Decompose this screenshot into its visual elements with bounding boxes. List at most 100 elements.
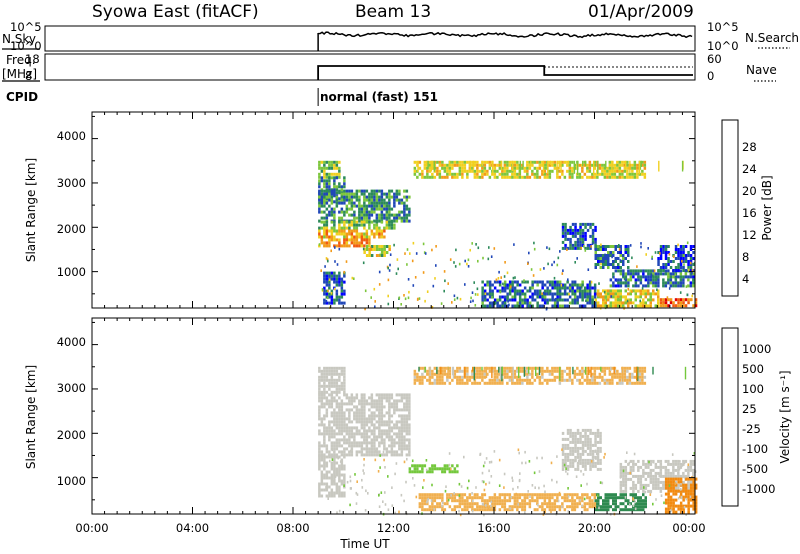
- velocity-cell: [682, 507, 685, 511]
- velocity-cell: [647, 471, 650, 475]
- power-cell: [564, 225, 567, 229]
- power-cell: [541, 160, 544, 164]
- power-cell: [405, 204, 409, 208]
- velocity-cell: [383, 405, 386, 409]
- velocity-cell: [408, 429, 411, 433]
- velocity-cell: [591, 464, 595, 468]
- power-cell: [488, 286, 492, 290]
- nsky-frame: [44, 25, 696, 52]
- velocity-cell: [664, 465, 668, 469]
- power-cell: [393, 204, 396, 208]
- velocity-cell: [473, 508, 477, 512]
- power-cell: [330, 210, 334, 214]
- velocity-echo: [415, 495, 418, 499]
- power-cell: [664, 263, 668, 266]
- power-cell: [684, 254, 688, 257]
- velocity-cell: [338, 426, 341, 430]
- power-cell: [687, 263, 690, 266]
- power-cell: [612, 304, 615, 308]
- velocity-cell: [664, 501, 668, 505]
- velocity-cell: [433, 464, 437, 468]
- power-cell: [325, 223, 329, 227]
- velocity-cell: [674, 492, 678, 496]
- velocity-cell: [478, 381, 482, 385]
- power-cell: [581, 304, 584, 308]
- velocity-cell: [566, 493, 569, 497]
- velocity-cell: [330, 444, 334, 448]
- power-echo: [400, 303, 402, 306]
- velocity-cell: [682, 462, 685, 466]
- velocity-cell: [343, 441, 346, 445]
- velocity-cell: [619, 462, 623, 466]
- velocity-cell: [370, 453, 374, 457]
- power-cell: [624, 301, 627, 305]
- velocity-cell: [453, 470, 457, 474]
- velocity-cell: [629, 502, 632, 506]
- velocity-cell: [403, 396, 406, 400]
- power-cell: [323, 244, 326, 248]
- power-cell: [563, 286, 567, 290]
- velocity-cell: [506, 493, 509, 497]
- power-cell: [333, 185, 336, 189]
- velocity-cell: [596, 455, 600, 459]
- power-cell: [488, 166, 492, 170]
- velocity-cell: [385, 423, 389, 427]
- velocity-cell: [335, 467, 339, 471]
- power-cell: [636, 169, 639, 173]
- power-cell: [403, 195, 406, 199]
- power-cell: [603, 169, 607, 173]
- velocity-cell: [318, 390, 321, 394]
- velocity-cell: [338, 485, 341, 489]
- velocity-cell: [373, 414, 376, 418]
- velocity-cell: [348, 450, 351, 454]
- power-cell: [335, 277, 339, 281]
- velocity-cell: [330, 435, 334, 439]
- velocity-cell: [335, 447, 339, 451]
- velocity-cell: [578, 369, 582, 373]
- power-echo: [456, 296, 459, 300]
- velocity-cell: [340, 372, 344, 376]
- power-cell: [578, 292, 582, 296]
- velocity-echo: [498, 458, 501, 462]
- power-cell: [574, 243, 577, 247]
- power-cell: [330, 226, 334, 230]
- velocity-cell: [466, 369, 469, 373]
- power-cell: [621, 175, 624, 179]
- power-cell: [388, 198, 391, 202]
- power-echo: [473, 281, 475, 284]
- power-cell: [602, 298, 605, 302]
- velocity-cell: [333, 396, 336, 400]
- power-cell: [358, 216, 361, 220]
- power-cell: [330, 198, 334, 202]
- velocity-cell: [518, 366, 522, 370]
- velocity-cell: [431, 502, 434, 506]
- velocity-cell: [471, 381, 474, 385]
- power-cell: [662, 304, 665, 308]
- power-cell: [634, 269, 638, 273]
- power-cell: [633, 166, 637, 170]
- velocity-cell: [441, 496, 444, 500]
- velocity-cell: [581, 366, 584, 370]
- velocity-cell: [566, 372, 569, 376]
- velocity-cell: [375, 426, 379, 430]
- power-cell: [503, 283, 507, 287]
- velocity-cell: [541, 375, 544, 379]
- velocity-echo: [466, 486, 469, 490]
- velocity-cell: [340, 494, 344, 498]
- velocity-cell: [586, 437, 590, 441]
- power-cell: [385, 216, 389, 220]
- velocity-cell: [612, 496, 615, 500]
- velocity-cell: [662, 474, 665, 478]
- velocity-echo: [445, 485, 447, 488]
- velocity-streak: [535, 366, 537, 376]
- velocity-cell: [421, 375, 424, 379]
- power-cell: [561, 246, 565, 250]
- power-echo: [334, 246, 336, 249]
- velocity-cell: [408, 408, 411, 412]
- velocity-cell: [511, 372, 514, 376]
- velocity-cell: [390, 396, 394, 400]
- velocity-cell: [423, 499, 427, 503]
- power-cell: [350, 195, 354, 199]
- power-cell: [343, 185, 346, 189]
- velocity-cell: [335, 488, 339, 492]
